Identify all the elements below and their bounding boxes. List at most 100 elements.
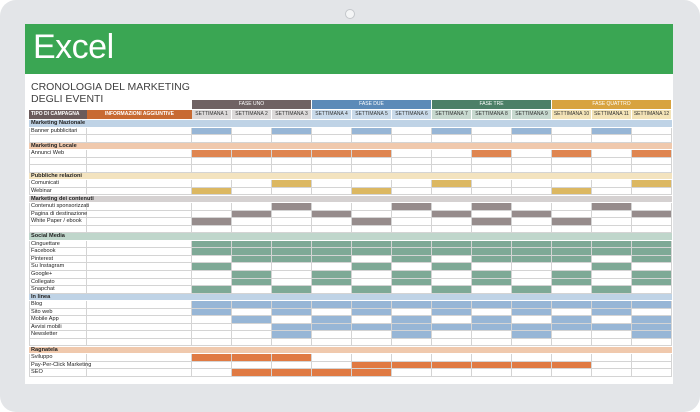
week-cell[interactable] bbox=[352, 203, 392, 211]
week-cell[interactable] bbox=[192, 338, 232, 347]
week-cell-active[interactable] bbox=[392, 271, 432, 279]
week-cell-active[interactable] bbox=[552, 271, 592, 279]
week-cell[interactable] bbox=[312, 308, 352, 317]
week-cell[interactable] bbox=[272, 157, 312, 166]
week-cell[interactable] bbox=[592, 369, 632, 377]
week-cell-active[interactable] bbox=[512, 323, 552, 332]
week-cell[interactable] bbox=[632, 308, 672, 317]
week-cell[interactable] bbox=[592, 316, 632, 324]
week-cell-active[interactable] bbox=[552, 316, 592, 324]
week-cell-active[interactable] bbox=[312, 323, 352, 332]
week-cell[interactable] bbox=[272, 263, 312, 271]
week-cell-active[interactable] bbox=[632, 150, 672, 158]
week-cell-active[interactable] bbox=[312, 301, 352, 309]
week-cell[interactable] bbox=[352, 210, 392, 219]
week-cell-active[interactable] bbox=[272, 354, 312, 362]
week-cell-active[interactable] bbox=[592, 127, 632, 136]
week-cell[interactable] bbox=[392, 286, 432, 294]
week-cell-active[interactable] bbox=[272, 331, 312, 339]
row-info-cell[interactable] bbox=[87, 255, 192, 264]
week-cell[interactable] bbox=[392, 127, 432, 136]
week-cell-active[interactable] bbox=[592, 248, 632, 256]
week-cell[interactable] bbox=[192, 225, 232, 234]
week-cell[interactable] bbox=[312, 165, 352, 173]
week-cell-active[interactable] bbox=[552, 323, 592, 332]
row-info-cell[interactable] bbox=[87, 180, 192, 188]
week-cell-active[interactable] bbox=[392, 361, 432, 370]
week-cell[interactable] bbox=[232, 225, 272, 234]
week-cell-active[interactable] bbox=[272, 248, 312, 256]
row-info-cell[interactable] bbox=[87, 331, 192, 339]
week-cell[interactable] bbox=[632, 127, 672, 136]
week-cell-active[interactable] bbox=[272, 240, 312, 249]
week-cell-active[interactable] bbox=[472, 218, 512, 226]
week-cell-active[interactable] bbox=[352, 263, 392, 271]
week-cell[interactable] bbox=[472, 165, 512, 173]
week-cell-active[interactable] bbox=[432, 308, 472, 317]
week-cell-active[interactable] bbox=[552, 301, 592, 309]
week-cell[interactable] bbox=[352, 331, 392, 339]
row-info-cell[interactable] bbox=[87, 354, 192, 362]
week-cell-active[interactable] bbox=[512, 301, 552, 309]
week-cell[interactable] bbox=[472, 187, 512, 196]
week-cell[interactable] bbox=[352, 271, 392, 279]
week-cell[interactable] bbox=[352, 225, 392, 234]
week-cell-active[interactable] bbox=[472, 255, 512, 264]
week-cell[interactable] bbox=[232, 165, 272, 173]
week-cell[interactable] bbox=[472, 210, 512, 219]
week-cell-active[interactable] bbox=[232, 301, 272, 309]
week-cell-active[interactable] bbox=[632, 271, 672, 279]
week-cell-active[interactable] bbox=[432, 301, 472, 309]
week-cell[interactable] bbox=[552, 369, 592, 377]
week-cell[interactable] bbox=[192, 165, 232, 173]
week-cell[interactable] bbox=[592, 331, 632, 339]
week-cell[interactable] bbox=[192, 331, 232, 339]
week-cell[interactable] bbox=[312, 338, 352, 347]
week-cell[interactable] bbox=[432, 187, 472, 196]
week-cell[interactable] bbox=[312, 218, 352, 226]
week-cell-active[interactable] bbox=[352, 301, 392, 309]
week-cell[interactable] bbox=[512, 157, 552, 166]
week-cell[interactable] bbox=[552, 180, 592, 188]
week-cell[interactable] bbox=[472, 127, 512, 136]
week-cell[interactable] bbox=[632, 263, 672, 271]
week-cell-active[interactable] bbox=[512, 331, 552, 339]
row-label-cell[interactable] bbox=[29, 135, 87, 143]
week-cell-active[interactable] bbox=[312, 369, 352, 377]
row-info-cell[interactable] bbox=[87, 210, 192, 219]
week-cell[interactable] bbox=[512, 271, 552, 279]
row-info-cell[interactable] bbox=[87, 271, 192, 279]
week-cell[interactable] bbox=[552, 286, 592, 294]
week-cell-active[interactable] bbox=[272, 150, 312, 158]
week-cell-active[interactable] bbox=[472, 240, 512, 249]
section-band[interactable] bbox=[29, 346, 672, 355]
week-cell[interactable] bbox=[392, 225, 432, 234]
week-cell-active[interactable] bbox=[352, 369, 392, 377]
row-label-cell[interactable] bbox=[29, 316, 87, 324]
row-info-cell[interactable] bbox=[87, 157, 192, 166]
week-cell[interactable] bbox=[272, 338, 312, 347]
week-cell-active[interactable] bbox=[392, 248, 432, 256]
week-cell-active[interactable] bbox=[232, 271, 272, 279]
week-cell-active[interactable] bbox=[472, 301, 512, 309]
week-cell[interactable] bbox=[512, 263, 552, 271]
week-cell[interactable] bbox=[352, 338, 392, 347]
week-cell-active[interactable] bbox=[432, 180, 472, 188]
row-info-cell[interactable] bbox=[87, 135, 192, 143]
week-cell-active[interactable] bbox=[312, 240, 352, 249]
row-label-cell[interactable] bbox=[29, 157, 87, 166]
week-cell[interactable] bbox=[512, 369, 552, 377]
week-cell-active[interactable] bbox=[192, 150, 232, 158]
week-cell[interactable] bbox=[432, 338, 472, 347]
week-cell-active[interactable] bbox=[232, 210, 272, 219]
week-cell[interactable] bbox=[552, 210, 592, 219]
row-info-cell[interactable] bbox=[87, 369, 192, 377]
week-cell[interactable] bbox=[272, 225, 312, 234]
week-cell[interactable] bbox=[432, 271, 472, 279]
week-cell[interactable] bbox=[552, 354, 592, 362]
row-label-cell[interactable] bbox=[29, 127, 87, 136]
week-cell[interactable] bbox=[592, 165, 632, 173]
week-cell[interactable] bbox=[232, 331, 272, 339]
week-cell[interactable] bbox=[232, 361, 272, 370]
week-cell-active[interactable] bbox=[352, 127, 392, 136]
